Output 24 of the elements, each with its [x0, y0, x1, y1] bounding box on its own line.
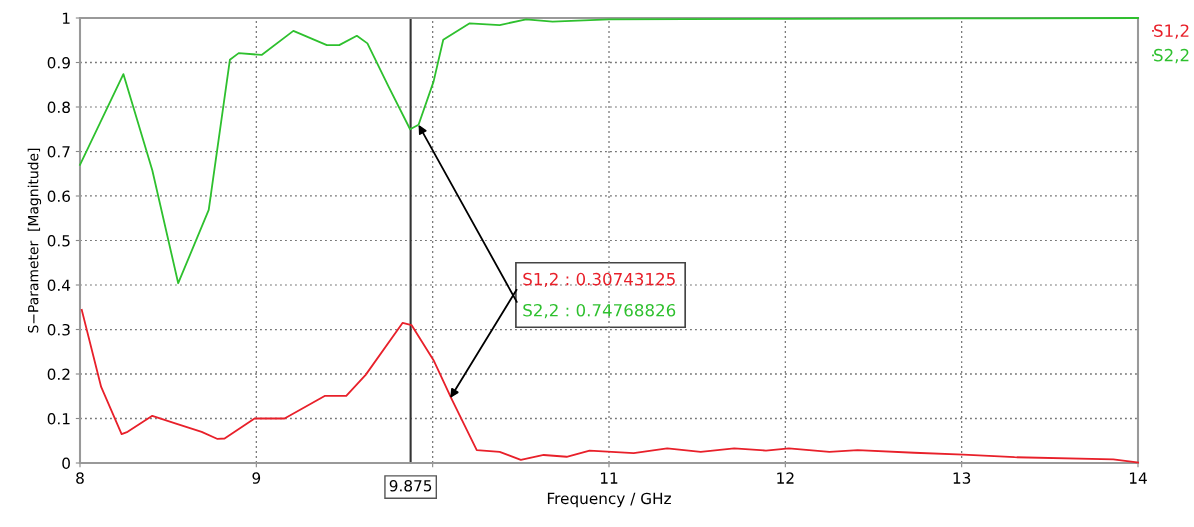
x-tick-label: 9 — [252, 472, 261, 484]
annotation: S2,2 : 0.74768826 — [523, 303, 676, 319]
y-tick-label: 0.1 — [47, 412, 70, 425]
y-tick-label: 0.4 — [47, 279, 71, 292]
x-tick-label: 12 — [777, 472, 794, 484]
y-tick-label: 0.8 — [47, 101, 70, 114]
y-tick-label: 0.3 — [47, 323, 70, 336]
y-tick-label: 0.7 — [47, 145, 70, 158]
y-tick-label: 0 — [62, 457, 70, 470]
y-tick-label: 0.6 — [47, 190, 71, 203]
y-tick-label: 0.5 — [47, 234, 70, 247]
y-tick-label: 1 — [62, 12, 70, 24]
legend-label: S2,2 — [1154, 48, 1189, 64]
x-tick-label: 13 — [953, 472, 971, 484]
x-tick-label: 8 — [76, 472, 84, 484]
legend-label: S1,2 — [1154, 24, 1189, 39]
y-tick-label: 0.9 — [47, 56, 70, 69]
y-tick-label: 0.2 — [47, 368, 70, 381]
annotation: S1,2 : 0.30743125 — [523, 272, 675, 288]
x-axis-title: Frequency / GHz — [547, 492, 671, 508]
x-tick-label: 14 — [1129, 472, 1147, 484]
y-axis-title: S−Parameter [Magnitude] — [27, 148, 42, 333]
x-tick-label: 11 — [600, 472, 618, 484]
ref-line-label: 9.875 — [389, 479, 432, 492]
